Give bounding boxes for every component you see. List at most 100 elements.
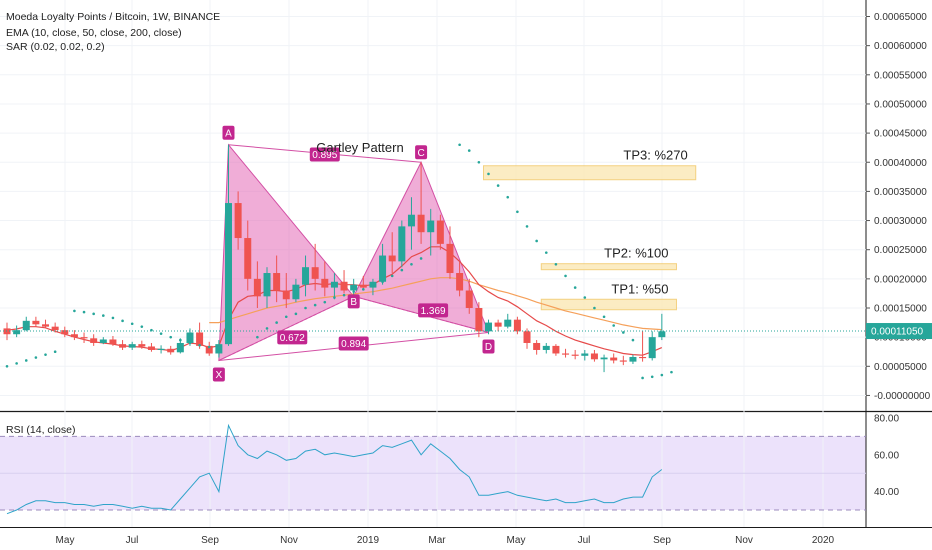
price-tick-label: 0.00055000 [874, 70, 927, 81]
candle-body [70, 334, 78, 338]
point-label-a-box [222, 125, 235, 140]
candle-body [340, 281, 348, 291]
sar-dot [631, 338, 635, 342]
price-tick-label: 0.00050000 [874, 99, 927, 110]
time-tick-label: Jul [578, 535, 591, 546]
rsi-tick-label: 40.00 [874, 487, 899, 498]
candle-body [359, 284, 367, 288]
candle-body [610, 357, 618, 361]
rsi-title: RSI (14, close) [6, 424, 75, 436]
sar-dot [371, 284, 375, 288]
sar-dot [121, 319, 124, 323]
sar-dot [92, 312, 95, 316]
pattern-triangle-xab [218, 143, 355, 362]
price-tick-label: 0.00060000 [874, 41, 927, 52]
price-tick-label: 0.00020000 [874, 274, 927, 285]
sar-dot [169, 335, 173, 339]
ratio-label-xd: 0.894 [341, 339, 366, 350]
candle-body [302, 267, 310, 285]
point-label-a: A [225, 128, 232, 139]
sar-dot [487, 172, 490, 176]
ema-long-line [209, 277, 662, 331]
sar-dot [82, 310, 86, 314]
price-tick-label: 0.00040000 [874, 158, 927, 169]
sar-dot [583, 296, 587, 299]
current-price-tag [866, 323, 932, 340]
sar-dot [660, 373, 664, 377]
time-tick-label: Mar [428, 535, 446, 546]
candle-body [350, 284, 358, 291]
sar-dot [525, 225, 529, 228]
sar-dot [24, 359, 28, 362]
pattern-line-bd [353, 295, 489, 333]
candle-body [119, 344, 127, 348]
sar-dot [111, 316, 115, 320]
target-box-2 [540, 263, 677, 271]
sar-dot [217, 347, 221, 351]
time-tick-label: 2019 [357, 535, 380, 546]
candle-body [273, 273, 281, 291]
candle-body [533, 342, 541, 350]
sar-dot [140, 325, 144, 328]
candle-body [61, 330, 69, 335]
sar-dot [73, 309, 76, 313]
sar-dot [467, 149, 471, 152]
sar-dot [130, 322, 134, 326]
ratio-label-xb: 0.672 [280, 333, 305, 344]
candle-body [398, 226, 406, 262]
candle-body [562, 353, 570, 355]
candle-body [407, 214, 415, 227]
point-label-c-box [415, 145, 428, 160]
price-tick-label: 0.00025000 [874, 245, 927, 256]
point-label-b-box [347, 294, 360, 309]
point-label-b: B [350, 297, 357, 308]
candle-body [475, 308, 483, 332]
sar-dot [477, 160, 481, 164]
sar-dot [410, 262, 413, 266]
candle-body [552, 345, 560, 354]
sar-dot [256, 335, 259, 339]
candle-body [456, 273, 464, 291]
time-tick-label: Sep [653, 535, 671, 546]
candle-body [494, 322, 502, 327]
candle-body [147, 346, 155, 350]
candle-body [330, 281, 338, 288]
candle-body [542, 345, 550, 350]
sar-dot [622, 331, 625, 334]
candle-body [619, 360, 627, 362]
sar-dot [506, 195, 510, 199]
sar-dot [573, 286, 577, 289]
candle-body [32, 320, 40, 325]
sar-dot [670, 370, 673, 374]
target-label-1: TP1: %50 [611, 281, 668, 296]
time-tick-label: May [56, 535, 75, 546]
candle-body [186, 332, 194, 343]
point-label-d-box [482, 339, 495, 354]
candle-body [244, 238, 252, 279]
sar-dot [496, 184, 500, 187]
candle-body [51, 326, 59, 331]
pattern-name: Gartley Pattern [316, 140, 403, 155]
candle-body [205, 345, 213, 354]
sar-dot [352, 290, 355, 293]
candle-body [196, 332, 204, 346]
sar-dot [179, 338, 182, 342]
sar-dot [381, 280, 384, 284]
sar-dot [362, 288, 365, 291]
candle-body [417, 214, 425, 233]
price-tick-label: 0.00035000 [874, 187, 927, 198]
sar-dot [34, 356, 38, 359]
candle-body [629, 356, 637, 362]
sar-dot [198, 344, 201, 347]
sar-dot [602, 315, 606, 319]
point-label-d: D [485, 342, 492, 353]
price-tick-label: 0.00045000 [874, 129, 927, 140]
candle-body [157, 348, 165, 350]
candle-body [571, 354, 579, 356]
ratio-label-ac-box [309, 147, 340, 162]
sar-dot [516, 210, 519, 214]
chart-title: Moeda Loyalty Points / Bitcoin, 1W, BINA… [6, 11, 220, 23]
sar-dot [313, 303, 317, 307]
